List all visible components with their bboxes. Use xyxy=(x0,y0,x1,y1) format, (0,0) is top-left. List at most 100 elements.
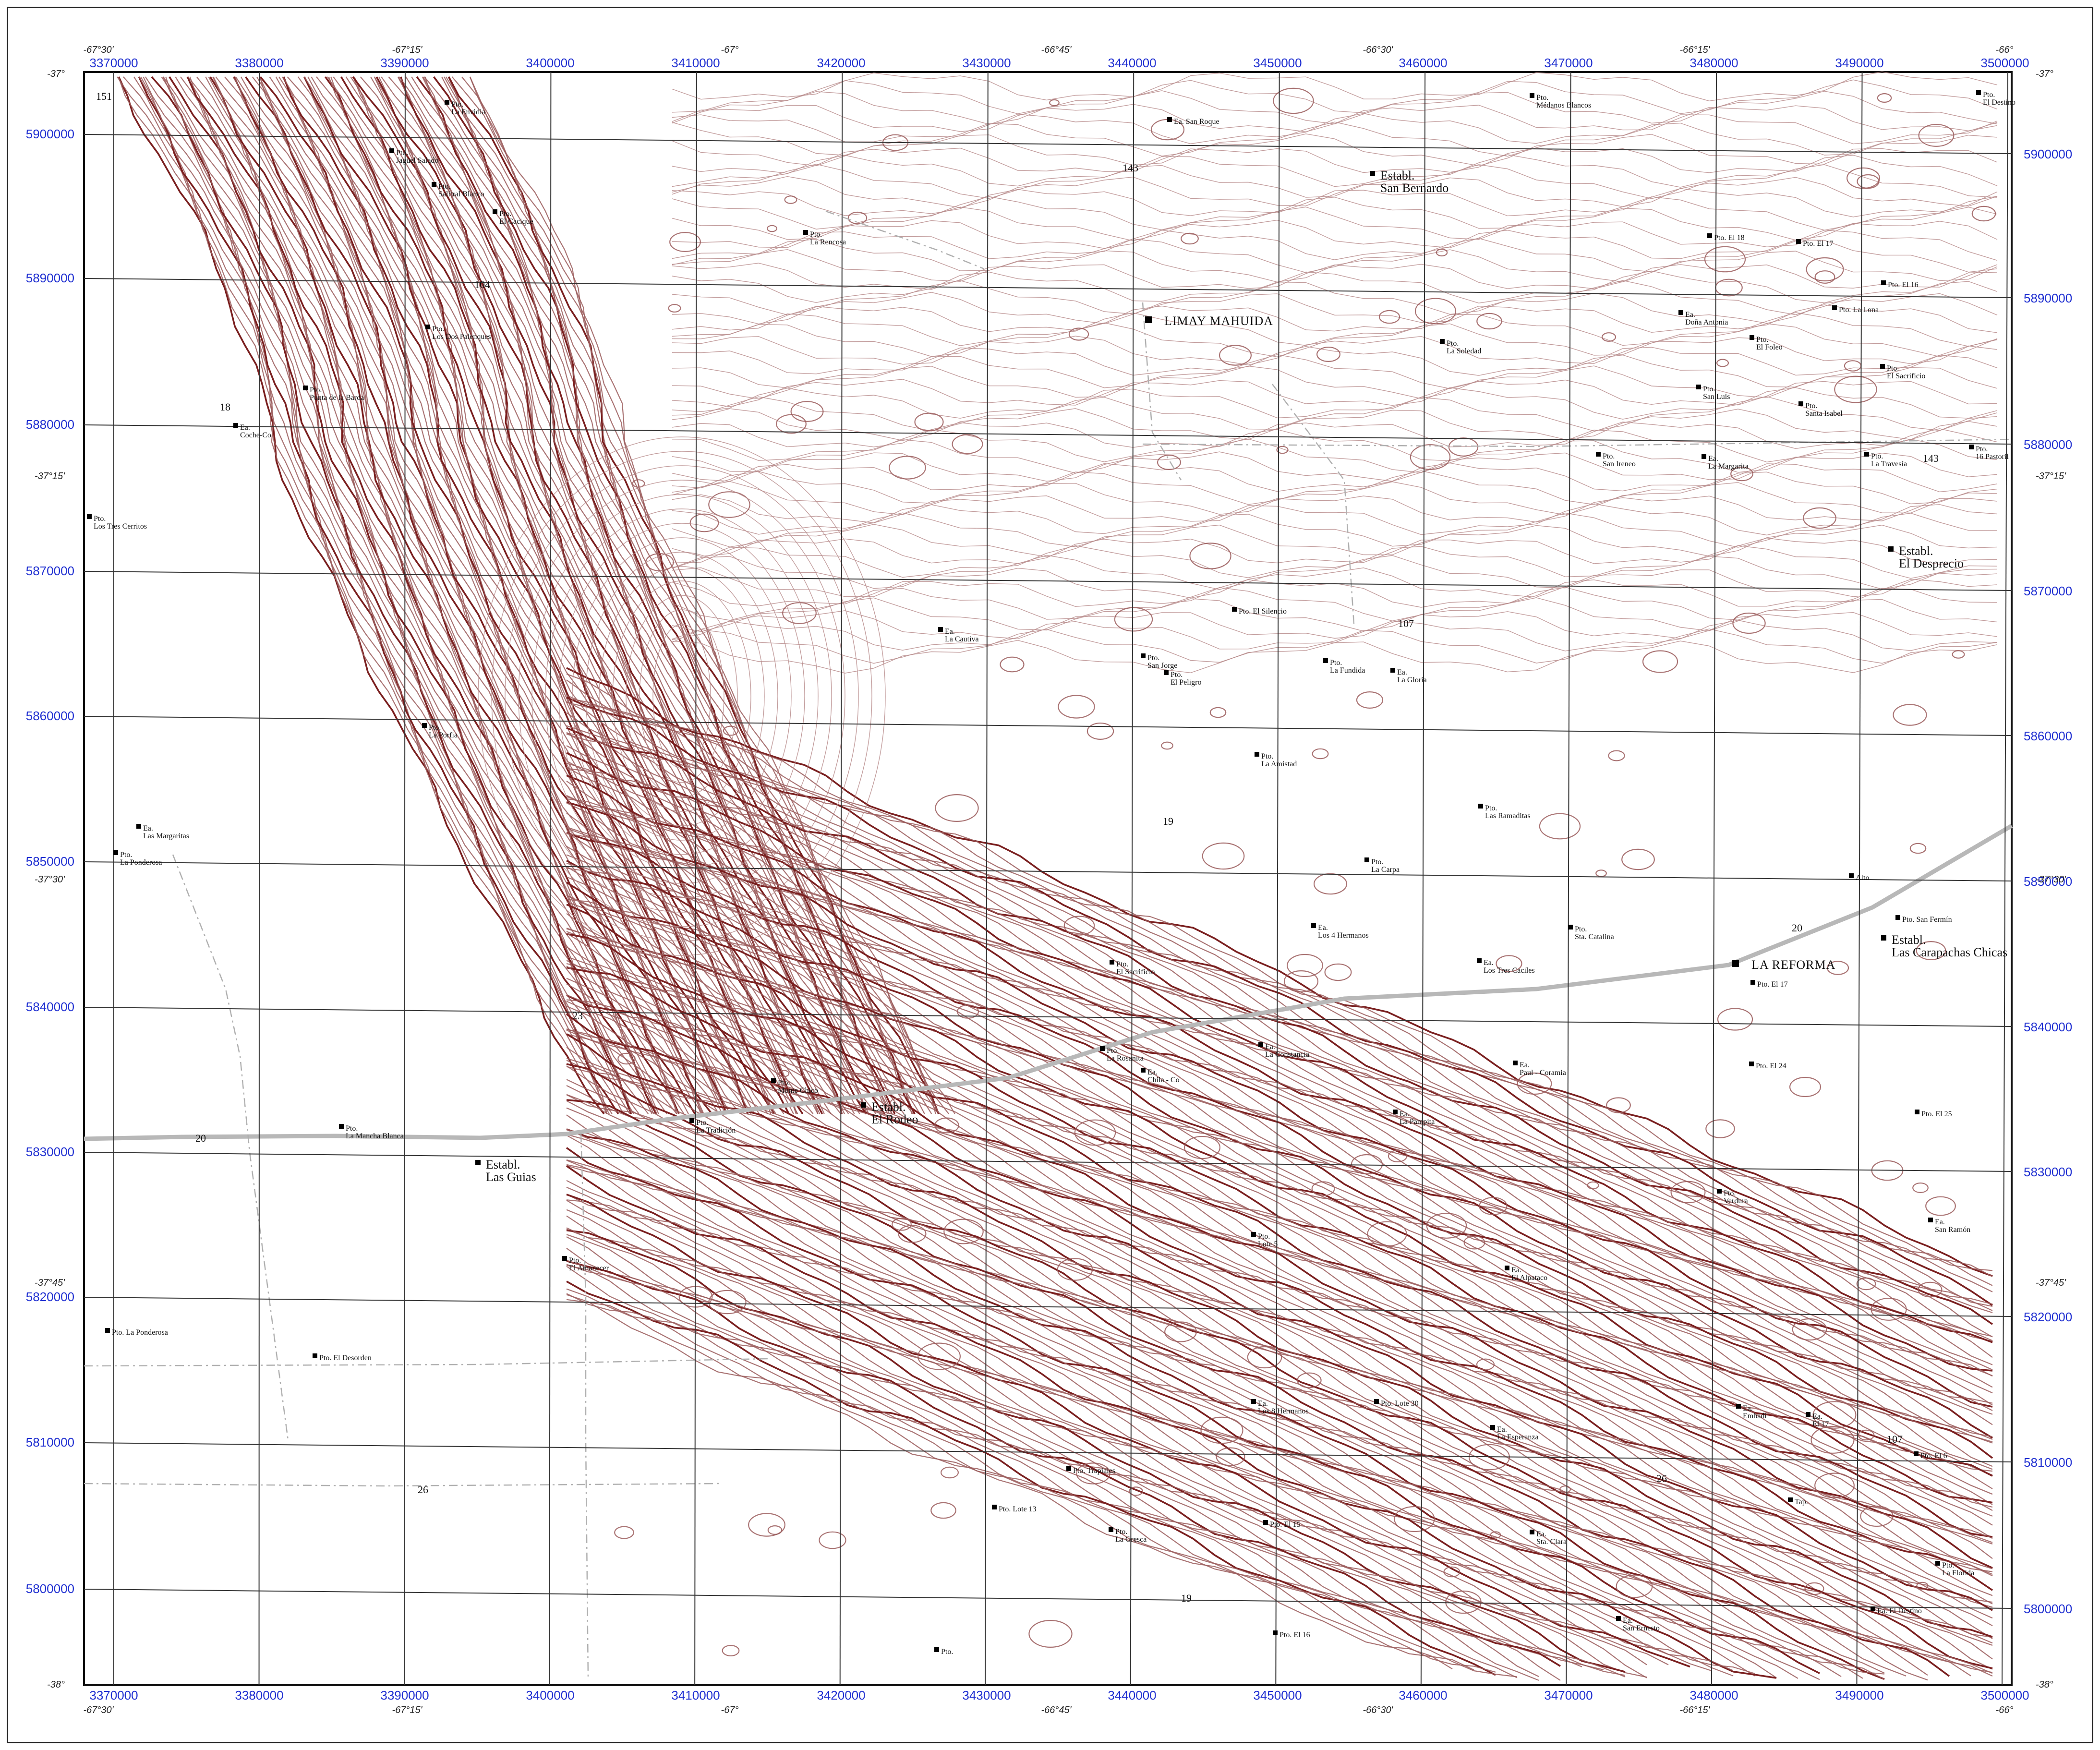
grid-line-easting xyxy=(839,72,843,1686)
route-number: 26 xyxy=(1656,1472,1667,1484)
easting-label-top: 3480000 xyxy=(1690,56,1738,70)
place-label: Pto. Lote 13 xyxy=(999,1505,1037,1513)
place-name: La Porfia xyxy=(429,731,458,739)
contour-escarpment xyxy=(189,76,677,1114)
route-number: 143 xyxy=(1923,452,1939,464)
contour-northern-plain xyxy=(672,524,1998,557)
place-label: Pto. xyxy=(451,100,463,109)
contour-hill xyxy=(1595,869,1607,877)
place-marker xyxy=(803,230,808,235)
place-marker xyxy=(1311,923,1316,928)
easting-label-bottom: 3430000 xyxy=(962,1688,1011,1702)
contour-hill xyxy=(1463,1235,1485,1250)
place-marker xyxy=(1167,117,1172,122)
contour-northern-plain xyxy=(672,503,1998,536)
contour-hill xyxy=(767,1525,783,1535)
contour-northern-plain xyxy=(672,164,1998,199)
contour-northern-plain xyxy=(672,555,1998,590)
place-label: Ea. xyxy=(1265,1043,1275,1051)
contour-hill xyxy=(1670,1181,1706,1204)
grid-line-northing xyxy=(84,1297,2012,1317)
contour-central-band xyxy=(566,966,1993,1575)
dirt-track-limay xyxy=(1142,302,1182,481)
place-label: Ea. xyxy=(1536,1530,1546,1538)
contour-central-band xyxy=(566,832,1993,1439)
place-marker xyxy=(1477,958,1482,963)
contour-hill xyxy=(1076,1462,1110,1484)
establishment-marker xyxy=(1881,935,1886,941)
place-name: Los 8 Hermanos xyxy=(1258,1407,1309,1415)
contour-hill xyxy=(1114,607,1153,632)
place-label: Pto. xyxy=(1115,1528,1127,1536)
place-marker xyxy=(562,1256,567,1261)
contour-lines xyxy=(117,71,1998,1681)
route-number: 151 xyxy=(96,90,112,102)
contour-escarpment xyxy=(213,76,704,1114)
contour-hill xyxy=(1789,1076,1822,1098)
contour-hill xyxy=(1804,1582,1824,1595)
latitude-label-left: -37°15' xyxy=(35,471,65,482)
contour-escarpment xyxy=(209,76,696,1114)
easting-label-top: 3460000 xyxy=(1399,56,1447,70)
place-marker xyxy=(339,1124,344,1129)
grid-line-easting xyxy=(258,72,260,1686)
contour-central-band xyxy=(566,727,1993,1325)
contour-basin xyxy=(585,552,778,841)
contour-central-band xyxy=(566,695,1993,1286)
place-label: Pto. xyxy=(346,1124,358,1133)
easting-label-bottom: 3460000 xyxy=(1399,1688,1447,1702)
contour-hill xyxy=(1912,1183,1929,1194)
contour-northern-plain xyxy=(672,133,1998,167)
contour-central-band xyxy=(566,1013,1993,1611)
place-marker xyxy=(938,627,943,632)
contour-central-band xyxy=(566,1128,1885,1680)
contour-central-band xyxy=(566,933,1993,1538)
place-name: El Alpataco xyxy=(1511,1274,1547,1282)
contour-hill xyxy=(898,1225,927,1243)
place-label: Ea. xyxy=(1147,1068,1158,1076)
contour-escarpment xyxy=(161,76,640,1114)
contour-hill xyxy=(1476,313,1502,330)
contour-escarpment xyxy=(138,76,619,1114)
place-name: La Fundida xyxy=(1330,666,1365,675)
contour-hill xyxy=(1356,691,1384,709)
contour-hill xyxy=(1803,507,1836,529)
place-marker xyxy=(1490,1425,1495,1430)
grid-line-easting xyxy=(1130,72,1134,1686)
place-marker xyxy=(1596,452,1601,457)
place-name: La Travesía xyxy=(1871,460,1907,468)
contour-hill xyxy=(1247,1346,1282,1369)
place-marker xyxy=(1788,1497,1793,1502)
contour-hill xyxy=(1847,167,1881,189)
contour-central-band xyxy=(566,1034,1993,1638)
place-label: Pto. Lote 30 xyxy=(1381,1400,1419,1408)
grid-line-northing xyxy=(84,424,2012,445)
place-label: Pto. xyxy=(1536,94,1548,102)
contour-hill xyxy=(722,1645,740,1656)
place-name: La Tradición xyxy=(696,1126,736,1134)
grid-line-northing xyxy=(84,1007,2012,1027)
contour-hill xyxy=(1057,1258,1093,1281)
contour-hill xyxy=(617,1052,636,1065)
contour-hill xyxy=(1716,359,1729,367)
place-name: El 17 xyxy=(1812,1420,1829,1428)
route-number: 20 xyxy=(195,1132,206,1144)
contour-hill xyxy=(1028,1620,1073,1648)
contour-hill xyxy=(1732,612,1766,634)
contour-hill xyxy=(1517,1072,1552,1095)
place-marker xyxy=(233,423,238,428)
contour-escarpment xyxy=(233,76,713,1115)
place-name: Los 4 Hermanos xyxy=(1318,931,1369,940)
place-name: Embadi xyxy=(1743,1412,1767,1420)
contour-basin xyxy=(505,465,859,927)
contour-northern-plain xyxy=(672,79,1998,114)
place-name: Doña Antonia xyxy=(1685,318,1728,326)
coordinate-labels: 3370000 3370000 3380000 3380000 3390000 33900… xyxy=(26,45,2072,1715)
grid-line-easting xyxy=(404,72,406,1686)
route-number: 20 xyxy=(1792,922,1802,934)
grid-line-northing xyxy=(84,278,2012,298)
contour-northern-plain xyxy=(672,280,1998,315)
northing-label-left: 5810000 xyxy=(26,1435,74,1449)
place-name: San Jorge xyxy=(1147,662,1177,670)
contour-central-band xyxy=(566,1260,1561,1681)
